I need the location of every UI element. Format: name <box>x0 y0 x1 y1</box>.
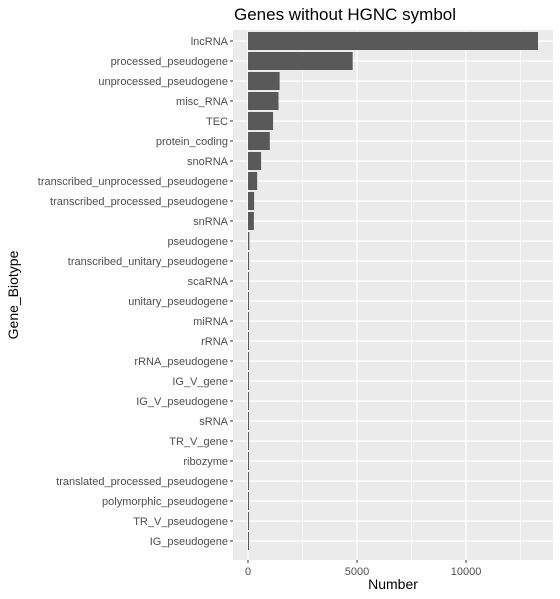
bars <box>248 32 538 550</box>
x-axis-tick-labels: 0 5000 10000 <box>245 560 481 578</box>
y-axis-tick-labels: lncRNA processed_pseudogene unprocessed_ps… <box>38 36 233 548</box>
y-tick-label: transcribed_unitary_pseudogene <box>68 256 228 268</box>
bar <box>248 312 249 330</box>
y-tick-label: snoRNA <box>187 156 229 168</box>
x-tick-label: 10000 <box>451 566 482 578</box>
chart-title: Genes without HGNC symbol <box>234 5 456 24</box>
y-tick-label: lncRNA <box>191 36 229 48</box>
x-axis-title: Number <box>368 576 418 592</box>
bar <box>248 372 249 390</box>
bar <box>248 92 279 110</box>
y-tick-label: scaRNA <box>188 276 229 288</box>
y-tick-label: TEC <box>206 116 228 128</box>
bar <box>248 292 249 310</box>
bar <box>248 272 249 290</box>
bar <box>248 212 254 230</box>
y-tick-label: transcribed_unprocessed_pseudogene <box>38 176 228 188</box>
y-tick-label: translated_processed_pseudogene <box>56 476 228 488</box>
bar <box>248 172 258 190</box>
bar <box>248 432 249 450</box>
y-tick-label: IG_V_gene <box>172 376 228 388</box>
y-tick-label: sRNA <box>199 416 228 428</box>
y-tick-label: ribozyme <box>183 456 228 468</box>
y-tick-label: IG_V_pseudogene <box>136 396 228 408</box>
bar <box>248 492 249 510</box>
y-tick-label: rRNA <box>201 336 229 348</box>
bar <box>248 72 280 90</box>
bar <box>248 32 538 50</box>
bar <box>248 532 249 550</box>
bar <box>248 232 250 250</box>
bar <box>248 512 249 530</box>
y-axis-title: Gene_Biotype <box>5 250 21 339</box>
bar <box>248 192 255 210</box>
y-tick-label: processed_pseudogene <box>111 56 228 68</box>
y-tick-label: rRNA_pseudogene <box>134 356 228 368</box>
bar <box>248 452 249 470</box>
y-tick-label: unitary_pseudogene <box>128 296 228 308</box>
y-tick-label: unprocessed_pseudogene <box>98 76 228 88</box>
y-tick-label: miRNA <box>193 316 228 328</box>
bar <box>248 152 262 170</box>
y-tick-label: polymorphic_pseudogene <box>102 496 228 508</box>
y-tick-label: pseudogene <box>167 236 228 248</box>
y-tick-label: protein_coding <box>156 136 228 148</box>
grid-lines <box>233 30 553 560</box>
x-tick-label: 0 <box>245 566 251 578</box>
bar <box>248 332 249 350</box>
bar <box>248 472 249 490</box>
y-tick-label: snRNA <box>193 216 229 228</box>
y-tick-label: TR_V_gene <box>169 436 228 448</box>
bar <box>248 132 270 150</box>
y-tick-label: misc_RNA <box>176 96 229 108</box>
y-tick-label: TR_V_pseudogene <box>133 516 228 528</box>
bar <box>248 352 249 370</box>
x-tick-label: 5000 <box>345 566 369 578</box>
bar <box>248 112 274 130</box>
plot-panel <box>233 30 553 560</box>
y-tick-label: IG_pseudogene <box>150 536 228 548</box>
bar <box>248 412 249 430</box>
y-tick-label: transcribed_processed_pseudogene <box>50 196 228 208</box>
bar <box>248 252 250 270</box>
bar <box>248 392 249 410</box>
bar <box>248 52 353 70</box>
